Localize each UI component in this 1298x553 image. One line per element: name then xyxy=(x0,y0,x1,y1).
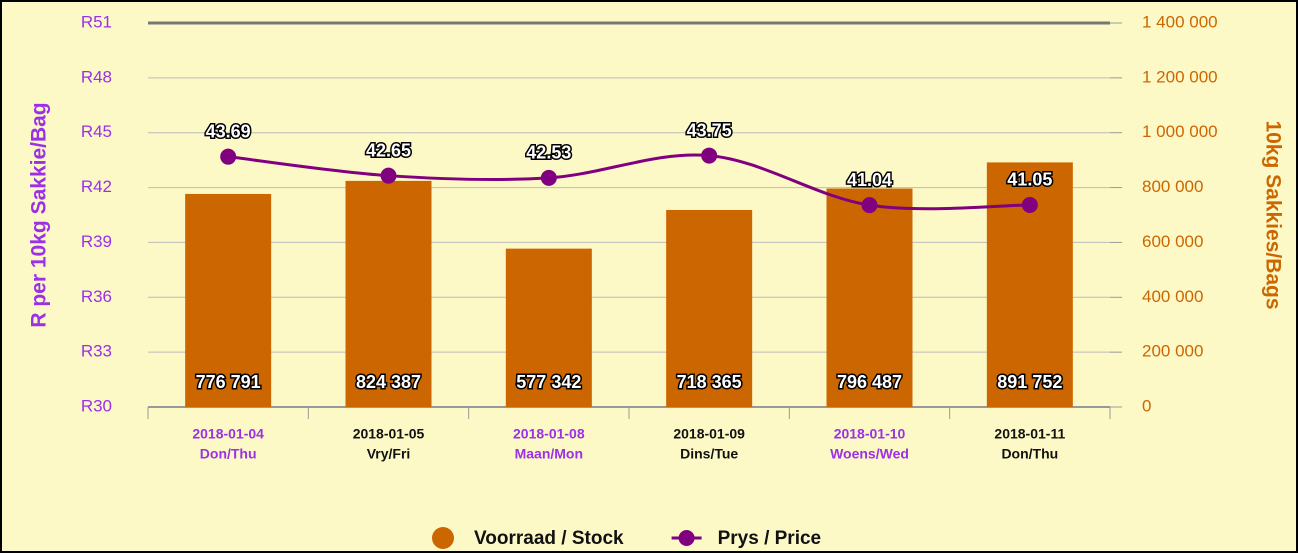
point-label: 42.53 xyxy=(526,143,571,163)
y-tick-label: R45 xyxy=(81,122,112,141)
bar-label: 824 387 xyxy=(356,372,421,392)
bar xyxy=(185,193,272,407)
point-label: 43.69 xyxy=(206,121,251,141)
point-label: 41.04 xyxy=(847,170,892,190)
bar-label: 577 342 xyxy=(516,372,581,392)
y2-tick-label: 1 000 000 xyxy=(1142,122,1218,141)
y2-tick-label: 200 000 xyxy=(1142,342,1203,361)
x-tick-label: 2018-01-09 xyxy=(673,426,745,442)
legend-label: Prys / Price xyxy=(718,528,822,549)
x-tick-day: Don/Thu xyxy=(200,446,257,462)
legend-label: Voorraad / Stock xyxy=(474,528,624,549)
x-tick-day: Dins/Tue xyxy=(680,446,738,462)
price-line xyxy=(227,153,1030,211)
legend-marker xyxy=(678,530,695,546)
bar-label: 776 791 xyxy=(196,372,261,392)
bar xyxy=(666,209,753,407)
y-tick-label: R51 xyxy=(81,12,112,31)
bar xyxy=(826,188,913,407)
price-marker xyxy=(540,169,557,186)
y-tick-label: R30 xyxy=(81,396,112,415)
x-tick-day: Maan/Mon xyxy=(515,446,583,462)
y2-axis-title: 10kg Sakkies/Bags xyxy=(1261,120,1284,309)
x-tick-day: Vry/Fri xyxy=(367,446,411,462)
x-tick-day: Don/Thu xyxy=(1001,446,1058,462)
x-tick-day: Woens/Wed xyxy=(830,446,909,462)
y2-tick-label: 600 000 xyxy=(1142,232,1203,251)
bar-label: 718 365 xyxy=(677,372,742,392)
y2-tick-label: 800 000 xyxy=(1142,177,1203,196)
legend-marker xyxy=(432,527,454,549)
price-marker xyxy=(1021,196,1038,213)
y-tick-label: R33 xyxy=(81,342,112,361)
y-tick-label: R36 xyxy=(81,287,112,306)
y-tick-label: R39 xyxy=(81,232,112,251)
bar-label: 796 487 xyxy=(837,372,902,392)
bar xyxy=(505,248,592,407)
price-marker xyxy=(220,148,237,165)
bar xyxy=(345,180,432,407)
price-marker xyxy=(701,147,718,164)
x-tick-label: 2018-01-08 xyxy=(513,426,585,442)
y-tick-label: R48 xyxy=(81,67,112,86)
x-tick-label: 2018-01-11 xyxy=(994,426,1065,442)
x-tick-label: 2018-01-04 xyxy=(192,426,264,442)
price-marker xyxy=(861,197,878,214)
point-label: 41.05 xyxy=(1007,170,1052,190)
bar-label: 891 752 xyxy=(997,372,1062,392)
point-label: 42.65 xyxy=(366,140,411,160)
y2-tick-label: 400 000 xyxy=(1142,287,1203,306)
price-marker xyxy=(380,167,397,184)
x-tick-label: 2018-01-05 xyxy=(353,426,425,442)
y-tick-label: R42 xyxy=(81,177,112,196)
y-axis-title: R per 10kg Sakkie/Bag xyxy=(28,102,51,327)
x-tick-label: 2018-01-10 xyxy=(834,426,906,442)
y2-tick-label: 0 xyxy=(1142,396,1151,415)
point-label: 43.75 xyxy=(687,120,732,140)
y2-tick-label: 1 400 000 xyxy=(1142,12,1218,31)
y2-tick-label: 1 200 000 xyxy=(1142,67,1218,86)
